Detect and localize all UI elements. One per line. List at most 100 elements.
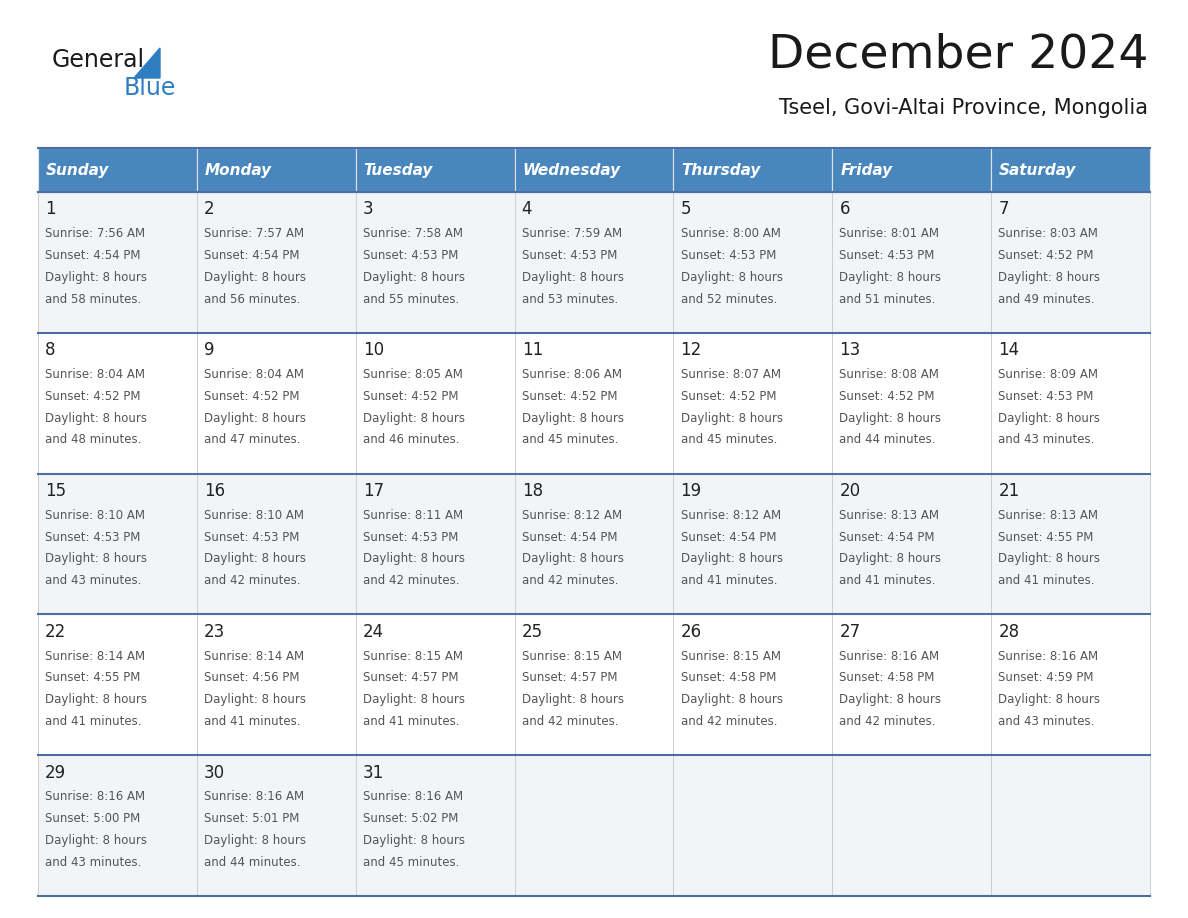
Text: and 41 minutes.: and 41 minutes. <box>998 575 1095 588</box>
Text: Daylight: 8 hours: Daylight: 8 hours <box>681 693 783 706</box>
Text: Daylight: 8 hours: Daylight: 8 hours <box>362 693 465 706</box>
Text: Sunset: 4:57 PM: Sunset: 4:57 PM <box>522 671 618 685</box>
Text: Sunrise: 8:14 AM: Sunrise: 8:14 AM <box>45 650 145 663</box>
Bar <box>674 192 833 333</box>
Text: Thursday: Thursday <box>682 162 760 177</box>
Text: and 41 minutes.: and 41 minutes. <box>681 575 777 588</box>
Bar <box>991 614 1150 756</box>
Text: Sunset: 5:01 PM: Sunset: 5:01 PM <box>204 812 299 825</box>
Text: Sunrise: 8:05 AM: Sunrise: 8:05 AM <box>362 368 463 381</box>
Text: 2: 2 <box>204 200 215 218</box>
Bar <box>674 756 833 896</box>
Text: Sunrise: 8:09 AM: Sunrise: 8:09 AM <box>998 368 1098 381</box>
Text: Daylight: 8 hours: Daylight: 8 hours <box>840 271 941 284</box>
Bar <box>355 192 514 333</box>
Bar <box>197 614 355 756</box>
Bar <box>38 614 197 756</box>
Text: and 49 minutes.: and 49 minutes. <box>998 293 1095 306</box>
Text: Sunrise: 8:16 AM: Sunrise: 8:16 AM <box>362 790 463 803</box>
Text: Sunrise: 7:58 AM: Sunrise: 7:58 AM <box>362 227 463 241</box>
Text: Daylight: 8 hours: Daylight: 8 hours <box>522 693 624 706</box>
Text: Daylight: 8 hours: Daylight: 8 hours <box>362 834 465 847</box>
Text: Sunrise: 8:10 AM: Sunrise: 8:10 AM <box>45 509 145 521</box>
Bar <box>355 756 514 896</box>
Bar <box>38 333 197 474</box>
Bar <box>674 614 833 756</box>
Text: and 43 minutes.: and 43 minutes. <box>998 715 1094 728</box>
Bar <box>674 148 833 192</box>
Text: Daylight: 8 hours: Daylight: 8 hours <box>45 834 147 847</box>
Bar <box>355 333 514 474</box>
Text: 5: 5 <box>681 200 691 218</box>
Text: and 44 minutes.: and 44 minutes. <box>204 856 301 868</box>
Text: 10: 10 <box>362 341 384 359</box>
Text: 21: 21 <box>998 482 1019 500</box>
Text: Daylight: 8 hours: Daylight: 8 hours <box>204 834 307 847</box>
Text: Sunrise: 8:16 AM: Sunrise: 8:16 AM <box>998 650 1099 663</box>
Text: Sunrise: 8:13 AM: Sunrise: 8:13 AM <box>840 509 940 521</box>
Text: Sunset: 4:53 PM: Sunset: 4:53 PM <box>998 390 1094 403</box>
Text: 14: 14 <box>998 341 1019 359</box>
Text: Sunset: 4:52 PM: Sunset: 4:52 PM <box>998 249 1094 262</box>
Bar <box>355 148 514 192</box>
Bar <box>197 333 355 474</box>
Text: 12: 12 <box>681 341 702 359</box>
Text: Sunset: 4:54 PM: Sunset: 4:54 PM <box>204 249 299 262</box>
Bar <box>991 474 1150 614</box>
Text: Sunrise: 8:12 AM: Sunrise: 8:12 AM <box>681 509 781 521</box>
Text: and 43 minutes.: and 43 minutes. <box>45 856 141 868</box>
Text: and 45 minutes.: and 45 minutes. <box>681 433 777 446</box>
Bar <box>38 756 197 896</box>
Text: Sunrise: 7:56 AM: Sunrise: 7:56 AM <box>45 227 145 241</box>
Text: 15: 15 <box>45 482 67 500</box>
Text: and 43 minutes.: and 43 minutes. <box>45 575 141 588</box>
Bar <box>833 614 991 756</box>
Polygon shape <box>134 48 160 78</box>
Text: Sunrise: 8:15 AM: Sunrise: 8:15 AM <box>681 650 781 663</box>
Text: Sunrise: 8:12 AM: Sunrise: 8:12 AM <box>522 509 621 521</box>
Text: 6: 6 <box>840 200 849 218</box>
Bar <box>991 333 1150 474</box>
Text: Sunrise: 8:04 AM: Sunrise: 8:04 AM <box>204 368 304 381</box>
Bar <box>991 756 1150 896</box>
Bar <box>197 148 355 192</box>
Text: and 41 minutes.: and 41 minutes. <box>45 715 141 728</box>
Text: Daylight: 8 hours: Daylight: 8 hours <box>840 411 941 425</box>
Text: Sunset: 4:57 PM: Sunset: 4:57 PM <box>362 671 459 685</box>
Text: Sunset: 4:56 PM: Sunset: 4:56 PM <box>204 671 299 685</box>
Text: Sunrise: 7:59 AM: Sunrise: 7:59 AM <box>522 227 621 241</box>
Text: and 41 minutes.: and 41 minutes. <box>840 575 936 588</box>
Text: Daylight: 8 hours: Daylight: 8 hours <box>681 411 783 425</box>
Text: Sunset: 4:52 PM: Sunset: 4:52 PM <box>362 390 459 403</box>
Text: and 42 minutes.: and 42 minutes. <box>362 575 460 588</box>
Bar <box>514 614 674 756</box>
Text: Sunset: 4:58 PM: Sunset: 4:58 PM <box>840 671 935 685</box>
Text: 8: 8 <box>45 341 56 359</box>
Text: and 46 minutes.: and 46 minutes. <box>362 433 460 446</box>
Text: Tseel, Govi-Altai Province, Mongolia: Tseel, Govi-Altai Province, Mongolia <box>779 98 1148 118</box>
Text: 16: 16 <box>204 482 226 500</box>
Text: Sunset: 4:54 PM: Sunset: 4:54 PM <box>45 249 140 262</box>
Text: 29: 29 <box>45 764 67 781</box>
Text: 22: 22 <box>45 622 67 641</box>
Text: Daylight: 8 hours: Daylight: 8 hours <box>204 693 307 706</box>
Text: Sunrise: 7:57 AM: Sunrise: 7:57 AM <box>204 227 304 241</box>
Text: and 45 minutes.: and 45 minutes. <box>362 856 460 868</box>
Text: 19: 19 <box>681 482 702 500</box>
Text: Sunrise: 8:03 AM: Sunrise: 8:03 AM <box>998 227 1098 241</box>
Text: 7: 7 <box>998 200 1009 218</box>
Bar <box>197 192 355 333</box>
Text: Sunrise: 8:11 AM: Sunrise: 8:11 AM <box>362 509 463 521</box>
Text: Blue: Blue <box>124 76 176 100</box>
Text: and 42 minutes.: and 42 minutes. <box>840 715 936 728</box>
Text: Daylight: 8 hours: Daylight: 8 hours <box>204 271 307 284</box>
Text: and 48 minutes.: and 48 minutes. <box>45 433 141 446</box>
Bar <box>991 148 1150 192</box>
Text: Sunset: 4:59 PM: Sunset: 4:59 PM <box>998 671 1094 685</box>
Text: 1: 1 <box>45 200 56 218</box>
Text: Sunset: 4:52 PM: Sunset: 4:52 PM <box>204 390 299 403</box>
Text: Wednesday: Wednesday <box>523 162 620 177</box>
Bar <box>355 614 514 756</box>
Text: 25: 25 <box>522 622 543 641</box>
Text: Sunrise: 8:07 AM: Sunrise: 8:07 AM <box>681 368 781 381</box>
